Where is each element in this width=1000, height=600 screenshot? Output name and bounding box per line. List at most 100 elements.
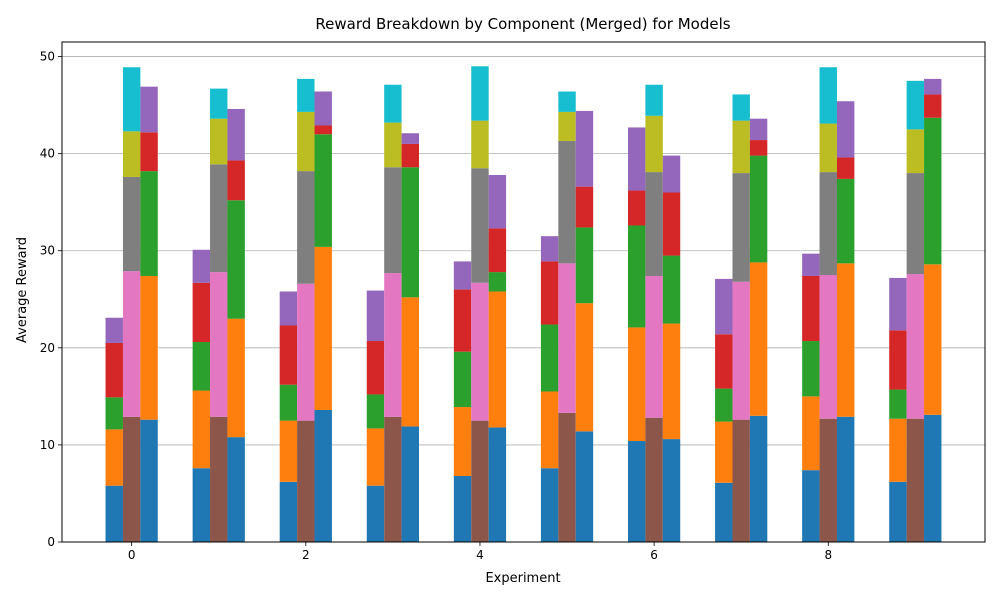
bar-segment [192, 390, 211, 469]
bar-segment [227, 200, 245, 319]
chart-title: Reward Breakdown by Component (Merged) f… [315, 15, 730, 33]
bar-segment [836, 263, 855, 417]
y-axis-label: Average Reward [15, 237, 30, 343]
bar-segment [453, 261, 472, 290]
bar-segment [645, 172, 663, 276]
bar-segment [732, 94, 750, 121]
bar-segment [140, 419, 158, 542]
bar-segment [749, 118, 768, 141]
bar-segment [453, 407, 472, 476]
bar-segment [645, 417, 663, 542]
bar-segment [662, 255, 681, 324]
bar-segment [924, 78, 942, 95]
bar-segment [384, 167, 402, 274]
bar-segment [575, 431, 594, 542]
bar-segment [889, 418, 907, 482]
bar-segment [645, 275, 663, 418]
bar-segment [122, 271, 141, 417]
bar-segment [297, 111, 315, 172]
bar-segment [645, 84, 663, 116]
bar-segment [924, 94, 942, 118]
bar-segment [192, 468, 211, 542]
bar-segment [540, 468, 559, 542]
y-tick-label: 20 [40, 341, 55, 355]
bar-segment [471, 120, 489, 169]
bar-segment [836, 178, 855, 264]
bar-segment [122, 416, 141, 542]
bar-segment [627, 225, 646, 328]
bar-segment [540, 261, 559, 325]
bar-segment [297, 283, 315, 421]
bar-segment [715, 482, 733, 542]
bar-segment [210, 164, 228, 273]
bar-segment [558, 263, 576, 413]
bar-segment [140, 171, 158, 276]
bar-segment [627, 327, 646, 442]
bar-segment [210, 416, 228, 542]
bar-segment [366, 485, 385, 542]
bar-segment [540, 236, 559, 262]
bar-segment [192, 282, 211, 342]
bar-segment [627, 127, 646, 191]
bar-segment [384, 416, 402, 542]
bar-segment [889, 481, 907, 542]
bar-segment [140, 275, 158, 420]
bar-segment [732, 419, 750, 542]
bar-segment [105, 397, 123, 430]
bar-segment [889, 277, 907, 331]
bar-segment [819, 275, 837, 419]
bar-segment [715, 334, 733, 389]
bar-segment [279, 384, 298, 421]
bar-segment [279, 420, 298, 482]
x-tick-label: 2 [302, 548, 310, 562]
x-tick-label: 6 [650, 548, 658, 562]
bar-segment [802, 253, 820, 276]
bar-segment [558, 91, 576, 112]
bar-segment [366, 394, 385, 429]
bar-segment [227, 160, 245, 201]
bar-segment [906, 80, 925, 130]
bar-segment [715, 278, 733, 335]
bar-segment [210, 118, 228, 165]
bar-segment [819, 418, 837, 542]
bar-segment [401, 167, 420, 298]
bar-segment [488, 427, 507, 542]
bar-segment [924, 264, 942, 415]
y-tick-label: 50 [40, 50, 55, 64]
bar-segment [401, 426, 420, 542]
bar-segment [836, 157, 855, 179]
bar-segment [366, 428, 385, 486]
bar-segment [279, 481, 298, 542]
bar-segment [906, 274, 925, 419]
bar-segment [575, 110, 594, 187]
bar-segment [906, 129, 925, 174]
bar-segment [715, 421, 733, 483]
bar-segment [662, 323, 681, 440]
bar-segment [279, 325, 298, 385]
bar-segment [105, 429, 123, 486]
bar-segment [558, 111, 576, 142]
x-tick-label: 4 [476, 548, 484, 562]
bar-segment [401, 143, 420, 168]
bar-segment [906, 418, 925, 542]
bar-segment [279, 291, 298, 326]
bar-segment [889, 389, 907, 419]
bar-segment [227, 437, 245, 542]
bar-segment [819, 67, 837, 124]
bar-segment [297, 78, 315, 112]
bar-segment [140, 132, 158, 172]
bar-segment [906, 173, 925, 275]
y-axis-ticks: 0 10 20 30 40 50 [40, 50, 62, 549]
bar-segment [802, 275, 820, 342]
bar-segment [802, 341, 820, 397]
plot-frame [61, 41, 986, 543]
bar-segment [140, 86, 158, 133]
bar-segment [645, 115, 663, 173]
bar-segment [558, 412, 576, 542]
bar-segment [575, 186, 594, 228]
bar-segment [366, 341, 385, 395]
bar-segment [488, 272, 507, 292]
bar-segment [558, 141, 576, 264]
bar-segment [314, 409, 332, 542]
bar-segment [471, 66, 489, 121]
